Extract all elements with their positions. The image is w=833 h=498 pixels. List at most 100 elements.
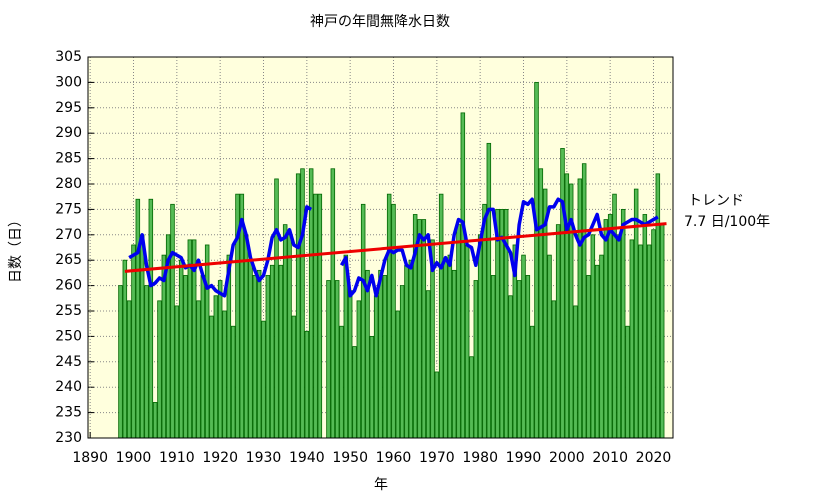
- bar: [404, 264, 409, 439]
- y-tick-label: 280: [55, 176, 82, 192]
- bar: [434, 371, 440, 439]
- bar: [360, 203, 366, 439]
- x-tick-label: 2020: [636, 450, 672, 466]
- bar: [590, 234, 596, 439]
- bar: [317, 193, 323, 439]
- bar: [586, 275, 591, 439]
- bar: [456, 224, 461, 439]
- bar: [334, 280, 340, 439]
- bar: [581, 163, 587, 439]
- bar: [399, 285, 405, 439]
- bar: [555, 224, 561, 439]
- bar: [330, 168, 336, 439]
- bar: [646, 244, 652, 439]
- bar: [174, 305, 180, 439]
- bar: [222, 310, 227, 439]
- bar: [161, 254, 167, 439]
- plot-frame: [87, 56, 674, 439]
- bar: [391, 203, 396, 439]
- bar: [603, 219, 609, 439]
- bar: [642, 214, 648, 439]
- bar: [217, 280, 223, 439]
- bar: [386, 193, 392, 439]
- bar: [425, 290, 431, 439]
- x-tick-label: 1950: [332, 450, 368, 466]
- x-tick-label: 2000: [549, 450, 585, 466]
- bar: [152, 402, 158, 439]
- y-tick-label: 290: [55, 125, 82, 141]
- bar: [382, 275, 388, 439]
- y-tick-label: 275: [55, 201, 82, 217]
- bar: [256, 269, 262, 439]
- bar: [230, 325, 236, 439]
- bar: [291, 315, 297, 439]
- bar: [473, 280, 479, 439]
- bar: [356, 300, 362, 439]
- bar: [122, 259, 128, 439]
- bar: [144, 285, 149, 439]
- y-tick-label: 270: [55, 227, 82, 243]
- bar: [200, 275, 206, 439]
- x-tick-label: 1890: [72, 450, 108, 466]
- bar: [243, 234, 249, 439]
- bar: [573, 305, 578, 439]
- bar: [269, 264, 275, 439]
- y-tick-label: 230: [55, 430, 82, 446]
- bar: [326, 280, 331, 439]
- x-tick-label: 1990: [506, 450, 542, 466]
- bar: [421, 219, 427, 439]
- bar: [508, 295, 513, 439]
- trend-line: [124, 222, 667, 273]
- bar: [616, 234, 622, 439]
- bar: [157, 300, 162, 439]
- x-tick-label: 1960: [376, 450, 412, 466]
- bar: [464, 244, 470, 439]
- bar: [620, 208, 626, 439]
- bar: [304, 330, 310, 439]
- bar: [347, 290, 353, 439]
- bar: [477, 234, 483, 439]
- bar: [287, 234, 292, 439]
- y-tick-label: 240: [55, 379, 82, 395]
- bar: [408, 259, 414, 439]
- bar: [148, 198, 154, 439]
- bar: [534, 82, 539, 439]
- bar: [265, 275, 271, 439]
- x-tick-label: 1980: [462, 450, 498, 466]
- x-tick-label: 1970: [419, 450, 455, 466]
- chart-title: 神戸の年間無降水日数: [310, 14, 450, 30]
- y-tick-label: 300: [55, 74, 82, 90]
- bar: [659, 224, 665, 439]
- bar: [118, 285, 123, 439]
- bar: [274, 178, 279, 439]
- bar: [629, 239, 635, 439]
- bar: [560, 148, 565, 439]
- bar: [451, 269, 457, 439]
- x-tick-label: 1930: [246, 450, 282, 466]
- bar: [529, 325, 535, 439]
- bar: [521, 254, 526, 439]
- bar: [170, 203, 175, 439]
- bar: [352, 346, 357, 439]
- bar: [131, 244, 136, 439]
- bar: [499, 208, 505, 439]
- bar: [178, 259, 184, 439]
- bar: [495, 208, 500, 439]
- y-tick-label: 250: [55, 328, 82, 344]
- y-tick-label: 255: [55, 303, 82, 319]
- bar: [551, 300, 557, 439]
- bar: [599, 254, 604, 439]
- bar: [313, 193, 318, 439]
- x-tick-label: 1920: [202, 450, 238, 466]
- annotation: 7.7 日/100年: [684, 214, 770, 230]
- bar: [248, 259, 253, 439]
- bar: [187, 239, 193, 439]
- bar: [417, 219, 422, 439]
- bar: [369, 335, 375, 439]
- bar: [525, 275, 531, 439]
- bar: [339, 325, 344, 439]
- bar: [577, 178, 583, 439]
- y-tick-label: 235: [55, 405, 82, 421]
- bar: [196, 300, 201, 439]
- bar: [373, 295, 379, 439]
